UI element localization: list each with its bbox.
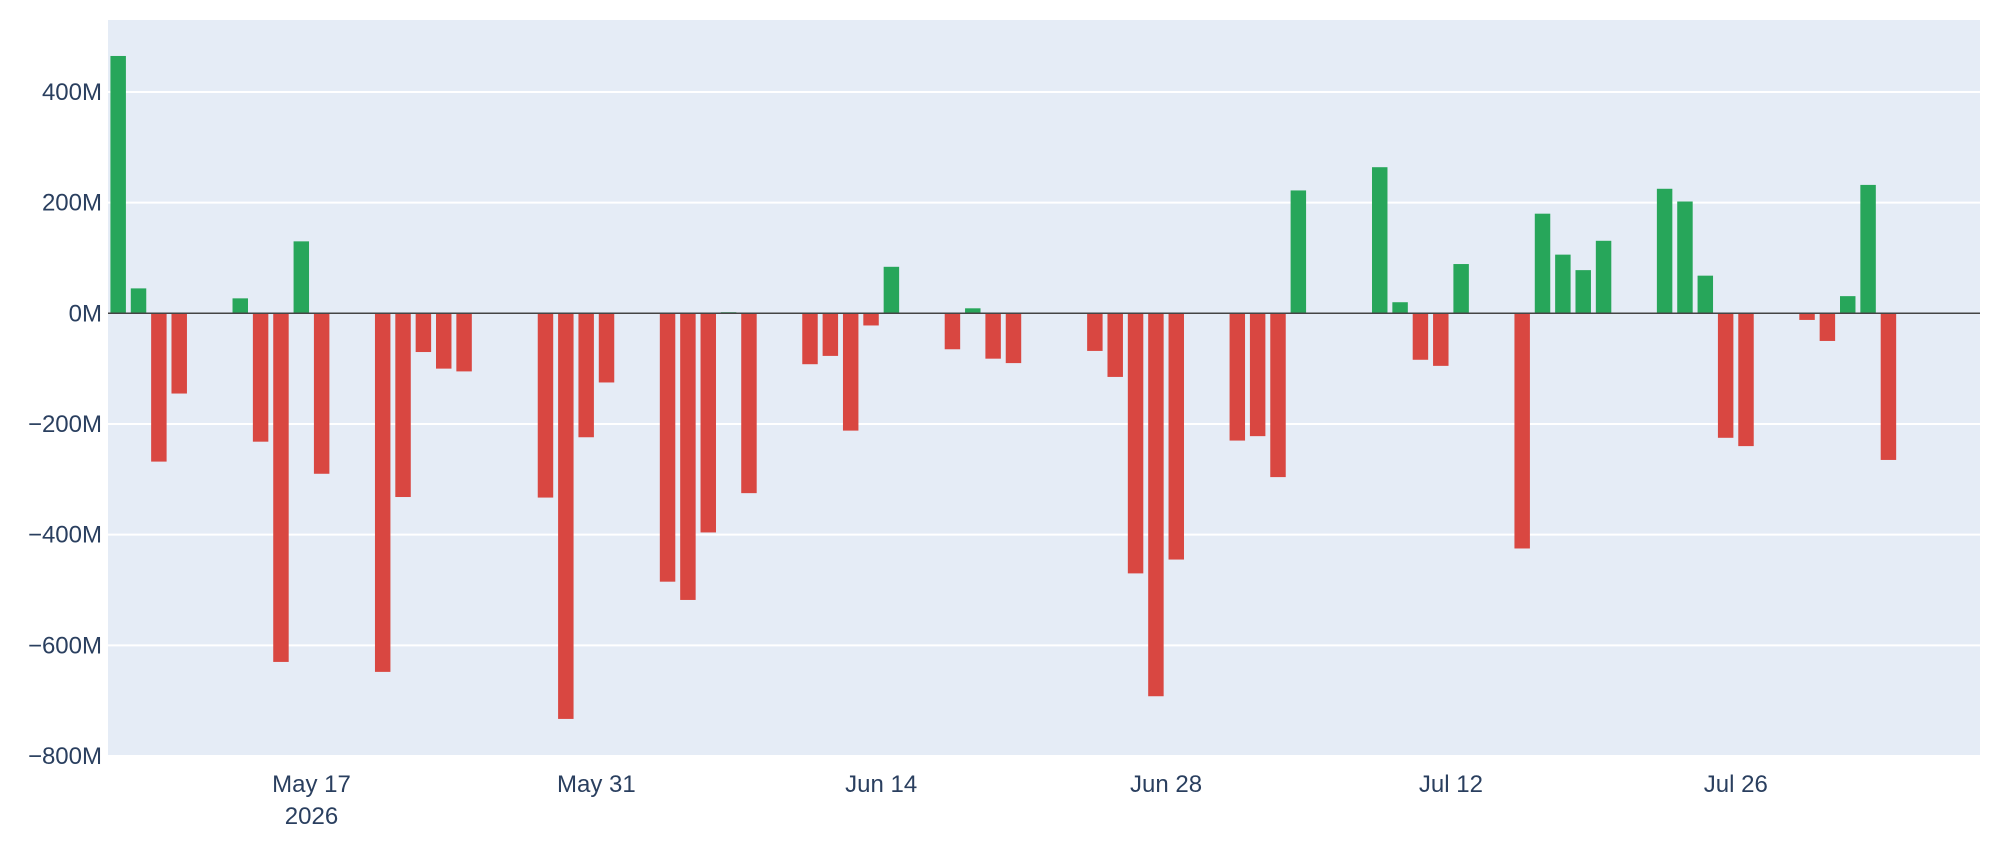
x-tick-label: Jun 14 (845, 771, 917, 798)
x-tick-label: May 31 (557, 771, 636, 798)
x-axis-ticks: May 17 2026 May 31 Jun 14 Jun 28 Jul 12 Jul 26 (272, 771, 1768, 830)
bar-2026-08-02 (1880, 313, 1897, 460)
x-tick-label: Jun 28 (1130, 771, 1202, 798)
bar-2026-05-31 (598, 313, 615, 383)
bar-2026-05-08 (130, 288, 147, 314)
bar-2026-07-17 (1555, 254, 1571, 314)
bar-2026-06-20 (1005, 313, 1022, 364)
bar-2026-06-04 (680, 313, 696, 600)
bar-2026-07-31 (1840, 296, 1856, 314)
bar-2026-07-23 (1677, 201, 1693, 314)
bars (110, 55, 1897, 719)
bar-2026-06-03 (659, 313, 676, 582)
bar-2026-06-28 (1168, 313, 1184, 560)
bar-2026-07-26 (1738, 313, 1754, 447)
bar-2026-06-12 (842, 313, 859, 431)
y-tick-label: 200M (42, 190, 102, 217)
y-tick-label: −200M (28, 411, 102, 438)
bar-2026-05-17 (313, 313, 330, 474)
bar-2026-07-16 (1534, 213, 1551, 314)
bar-2026-05-20 (374, 313, 391, 672)
bar-2026-07-25 (1717, 313, 1734, 438)
bar-2026-06-27 (1148, 313, 1164, 697)
x-tick-label: May 17 (272, 771, 351, 798)
bar-2026-06-14 (883, 266, 900, 314)
bar-2026-05-14 (252, 313, 269, 442)
bar-2026-06-17 (944, 313, 961, 350)
bar-2026-07-02 (1249, 313, 1266, 437)
y-tick-label: −800M (28, 743, 102, 770)
bar-2026-06-07 (741, 313, 757, 494)
bar-2026-07-19 (1595, 240, 1612, 314)
bar-2026-05-30 (578, 313, 594, 438)
bar-2026-07-24 (1697, 275, 1714, 314)
x-tick-label: Jul 12 (1419, 771, 1483, 798)
bar-2026-07-29 (1799, 313, 1815, 320)
y-tick-label: 0M (69, 300, 102, 327)
bar-2026-07-22 (1656, 188, 1673, 314)
y-tick-label: −600M (28, 632, 102, 659)
gridlines (108, 90, 1980, 757)
bar-2026-05-21 (395, 313, 411, 498)
bar-2026-07-08 (1372, 167, 1388, 314)
bar-2026-06-13 (863, 313, 879, 326)
bar-2026-05-22 (415, 313, 432, 353)
bar-2026-07-01 (1229, 313, 1246, 441)
bar-2026-06-05 (700, 313, 716, 533)
bar-2026-07-11 (1433, 313, 1449, 366)
bar-2026-05-13 (232, 298, 248, 314)
bar-2026-05-15 (273, 313, 289, 662)
bar-2026-06-19 (985, 313, 1001, 359)
bar-2026-07-10 (1412, 313, 1429, 360)
bar-2026-05-28 (537, 313, 554, 498)
bar-2026-05-10 (171, 313, 187, 394)
bar-2026-06-18 (965, 308, 981, 314)
bar-2026-06-10 (802, 313, 818, 365)
bar-2026-05-24 (456, 313, 472, 372)
bar-2026-07-09 (1392, 302, 1408, 314)
bar-2026-06-11 (822, 313, 839, 356)
bar-2026-07-30 (1819, 313, 1836, 341)
bar-2026-07-15 (1514, 313, 1530, 549)
bar-2026-07-04 (1290, 190, 1307, 314)
bar-2026-07-03 (1270, 313, 1286, 478)
bar-2026-05-07 (110, 55, 126, 314)
bar-2026-05-09 (151, 313, 167, 462)
bar-2026-05-23 (436, 313, 452, 369)
bar-2026-06-25 (1107, 313, 1123, 377)
y-axis-ticks: 400M 200M 0M −200M −400M −600M −800M (28, 79, 102, 770)
x-tick-label: Jul 26 (1704, 771, 1768, 798)
bar-2026-05-29 (558, 313, 574, 719)
bar-2026-07-18 (1575, 270, 1591, 314)
bar-2026-06-24 (1087, 313, 1103, 351)
y-tick-label: −400M (28, 522, 102, 549)
x-tick-year-label: 2026 (285, 803, 338, 830)
plot-background (108, 20, 1980, 756)
bar-2026-05-16 (293, 241, 310, 314)
bar-2026-08-01 (1860, 184, 1876, 314)
bar-2026-07-12 (1453, 264, 1469, 314)
bar-2026-06-26 (1127, 313, 1144, 574)
y-tick-label: 400M (42, 79, 102, 106)
